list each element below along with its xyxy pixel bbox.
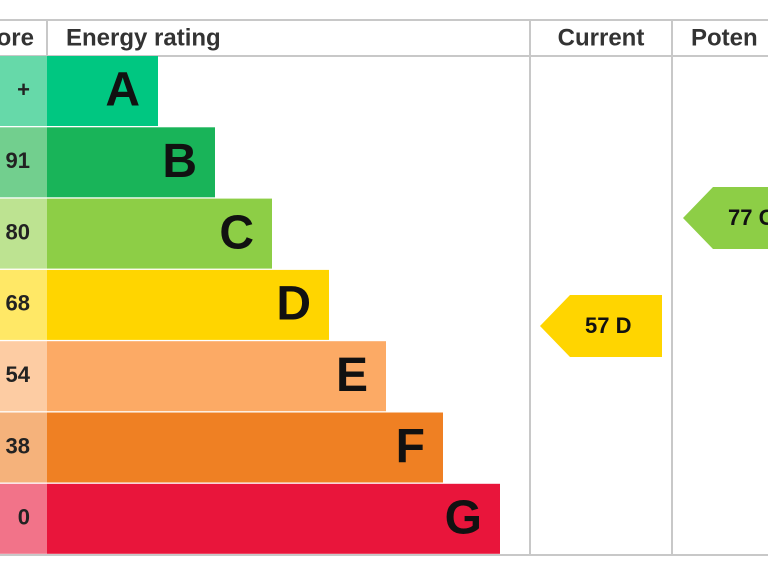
score-label: 54 — [6, 362, 31, 387]
rating-bar — [47, 412, 443, 483]
rating-letter: B — [162, 135, 197, 188]
score-cell — [0, 412, 47, 483]
score-label: 0 — [18, 505, 30, 530]
header-score: ore — [0, 24, 34, 51]
rating-bar — [47, 56, 158, 126]
rating-letter: A — [105, 64, 140, 117]
rating-letter: C — [219, 206, 254, 259]
rating-bar — [47, 198, 272, 269]
score-cell — [0, 127, 47, 198]
score-cell — [0, 198, 47, 269]
score-label: 38 — [6, 433, 30, 458]
rating-bar — [47, 483, 500, 554]
rating-letter: E — [336, 349, 368, 402]
score-cell — [0, 483, 47, 554]
score-label: 68 — [6, 291, 30, 316]
header-current: Current — [558, 24, 645, 51]
current-label: 57 D — [585, 313, 631, 338]
rating-bar — [47, 341, 386, 412]
rating-letter: G — [445, 491, 482, 544]
score-label: 91 — [6, 148, 30, 173]
header-potential: Poten — [691, 24, 758, 51]
header-rating: Energy rating — [66, 24, 221, 51]
rating-letter: D — [276, 278, 311, 331]
rating-letter: F — [396, 420, 425, 473]
rating-bar — [47, 127, 215, 198]
potential-arrow — [683, 187, 768, 249]
score-cell — [0, 269, 47, 340]
current-arrow — [540, 295, 662, 357]
score-label: 80 — [6, 219, 30, 244]
score-cell — [0, 56, 47, 126]
score-cell — [0, 341, 47, 412]
potential-label: 77 C — [728, 205, 768, 230]
rating-bar — [47, 269, 329, 340]
score-label: + — [17, 77, 30, 102]
